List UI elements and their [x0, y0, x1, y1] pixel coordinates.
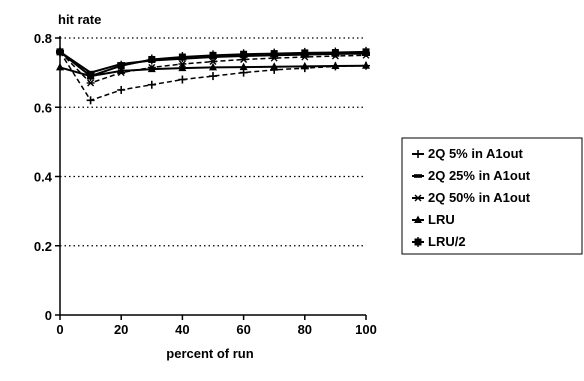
- y-axis-label: hit rate: [58, 12, 101, 27]
- x-axis-ticks: 0 20 40 60 80 100: [56, 315, 377, 337]
- data-point: [178, 63, 187, 72]
- legend-entry: LRU/2: [412, 234, 466, 249]
- data-point: [209, 50, 217, 61]
- x-tick: 100: [355, 315, 377, 337]
- y-tick-label: 0.2: [34, 239, 52, 254]
- y-tick-label: 0.8: [34, 31, 52, 46]
- legend-label: 2Q 5% in A1out: [428, 146, 524, 161]
- data-point: [300, 61, 309, 70]
- legend-entry: 2Q 25% in A1out: [412, 168, 531, 183]
- y-tick: 0.2: [34, 239, 60, 254]
- data-point: [56, 62, 64, 71]
- axes: [59, 36, 366, 316]
- data-point: [362, 46, 370, 57]
- data-point: [148, 54, 156, 65]
- legend-box: [401, 137, 583, 255]
- data-point: [331, 61, 340, 70]
- legend-entry: 2Q 50% in A1out: [412, 190, 531, 205]
- data-point: [414, 194, 422, 202]
- x-tick: 80: [298, 315, 312, 337]
- legend-entry: LRU: [412, 212, 455, 227]
- data-point: [414, 150, 422, 158]
- legend-label: 2Q 25% in A1out: [428, 168, 531, 183]
- data-point: [209, 58, 217, 66]
- data-point: [147, 64, 156, 73]
- x-tick-label: 20: [114, 322, 128, 337]
- x-tick-label: 80: [298, 322, 312, 337]
- grid-lines: [60, 37, 366, 247]
- legend-label: LRU: [428, 212, 455, 227]
- data-point: [117, 60, 125, 71]
- data-point: [178, 52, 186, 63]
- x-axis-label: percent of run: [166, 346, 253, 361]
- x-tick-label: 60: [236, 322, 250, 337]
- data-point: [270, 48, 278, 59]
- legend-label: LRU/2: [428, 234, 466, 249]
- data-point: [209, 72, 217, 81]
- data-point: [86, 79, 95, 87]
- data-point: [178, 75, 187, 84]
- series-line: [56, 46, 370, 82]
- legend-entry: 2Q 5% in A1out: [412, 146, 524, 161]
- data-point: [87, 71, 95, 82]
- data-point: [331, 47, 339, 58]
- legend: 2Q 5% in A1out 2Q 25% in A1out 2Q 50% in A…: [401, 137, 583, 255]
- data-point: [240, 49, 248, 60]
- data-point: [147, 80, 156, 89]
- x-tick: 40: [175, 315, 190, 337]
- y-tick: 0.4: [34, 170, 60, 185]
- y-tick-label: 0.4: [34, 170, 53, 185]
- y-tick: 0.8: [34, 31, 60, 46]
- y-tick-label: 0: [45, 308, 52, 323]
- y-tick: 0.6: [34, 100, 60, 115]
- data-point: [56, 46, 64, 57]
- data-point: [362, 61, 370, 69]
- x-tick-label: 100: [355, 322, 377, 337]
- data-point: [301, 47, 309, 58]
- series-group: [56, 46, 370, 105]
- y-tick-label: 0.6: [34, 100, 52, 115]
- data-point: [414, 237, 422, 247]
- legend-label: 2Q 50% in A1out: [428, 190, 531, 205]
- x-tick: 0: [56, 315, 64, 337]
- data-point: [414, 174, 422, 178]
- x-tick: 20: [114, 315, 128, 337]
- x-tick-label: 0: [56, 322, 63, 337]
- x-tick-label: 40: [175, 322, 189, 337]
- data-point: [239, 62, 248, 71]
- data-point: [414, 215, 422, 223]
- series-path: [59, 51, 367, 102]
- y-tick: 0: [45, 308, 60, 323]
- data-point: [209, 62, 217, 71]
- x-tick: 60: [236, 315, 251, 337]
- data-point: [86, 96, 95, 105]
- data-point: [117, 85, 126, 94]
- y-axis-ticks: 0 0.2 0.4 0.6 0.8: [34, 31, 60, 323]
- data-point: [270, 62, 279, 70]
